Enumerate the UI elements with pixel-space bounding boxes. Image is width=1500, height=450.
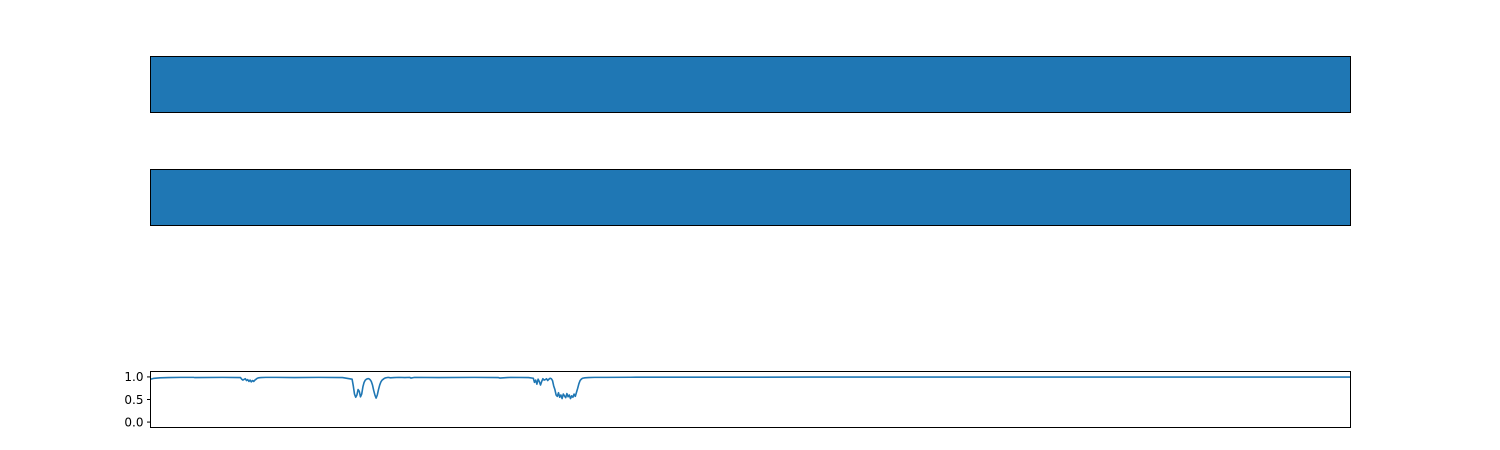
panel-1 [150, 56, 1351, 113]
y-tick-label: 0.5 [124, 393, 143, 407]
y-tick-label: 0.0 [124, 415, 143, 429]
panel-2-fill [150, 169, 1351, 226]
series-line-1 [150, 376, 1351, 400]
panel-3-frame [150, 371, 1351, 428]
series-layer [150, 376, 1351, 400]
panel-1-fill [150, 56, 1351, 113]
panel-3-line-chart: 0.0 0.5 1.0 [124, 370, 1351, 429]
y-tick-label: 1.0 [124, 370, 143, 384]
panel-2 [150, 169, 1351, 226]
y-axis-ticks: 0.0 0.5 1.0 [124, 370, 151, 429]
